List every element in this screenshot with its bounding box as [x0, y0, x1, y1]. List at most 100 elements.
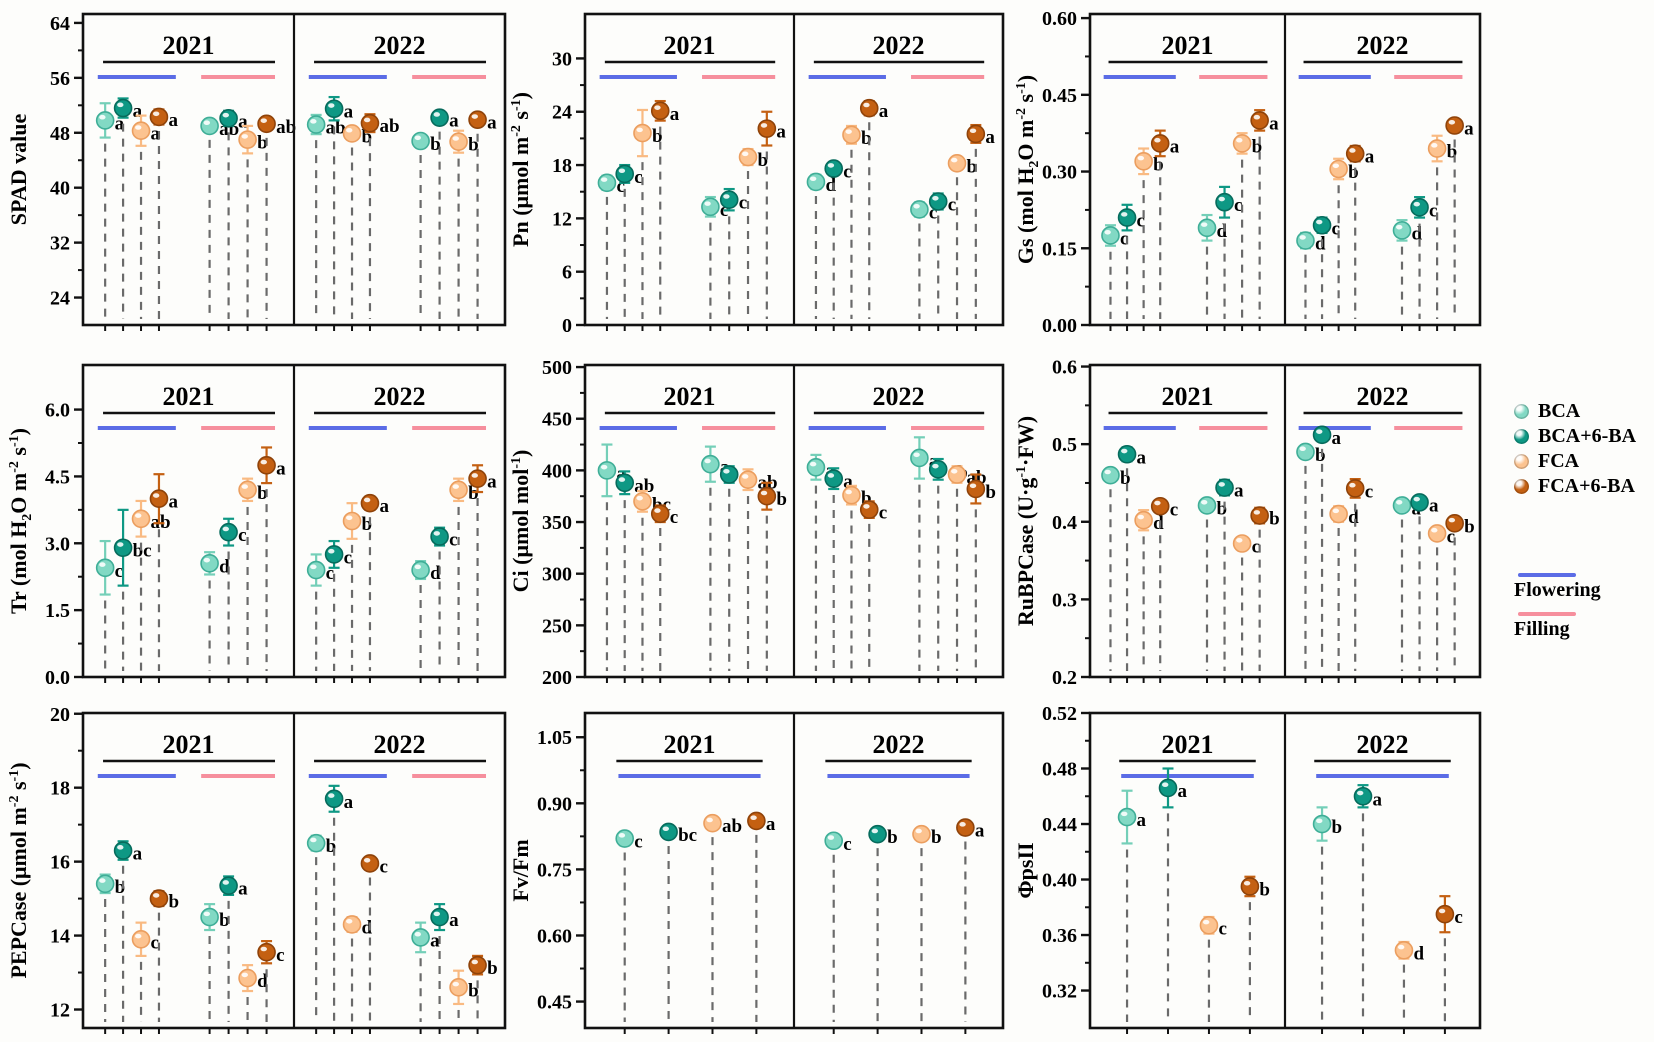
svg-text:b: b	[1348, 162, 1359, 183]
chart-tr: 0.0 1.5 3.0 4.5 6.0 Tr (mol H2O m-2 s-1) 2021 c…	[6, 363, 507, 689]
data-point-FCA+6-BA	[1345, 479, 1365, 498]
data-point-BCA	[1101, 465, 1120, 485]
data-point-FCA	[449, 480, 468, 500]
svg-text:c: c	[843, 162, 851, 183]
data-point-FCA+6-BA	[1445, 514, 1464, 533]
data-point-BCA+6-BA	[615, 473, 635, 493]
data-point-BCA+6-BA	[1117, 208, 1137, 227]
svg-text:b: b	[487, 958, 498, 979]
svg-text:ab: ab	[722, 816, 742, 837]
svg-text:16: 16	[50, 852, 70, 874]
data-point-FCA	[342, 124, 362, 143]
svg-text:b: b	[1315, 445, 1326, 466]
data-point-BCA+6-BA	[430, 907, 449, 927]
data-point-BCA+6-BA	[1215, 192, 1234, 212]
legend: BCA BCA+6-BA FCA FCA+6-BA Flowering Fill…	[1514, 399, 1654, 651]
svg-text:Tr (mol H2O m-2 s-1): Tr (mol H2O m-2 s-1)	[6, 428, 35, 614]
data-point-BCA+6-BA	[219, 876, 238, 895]
data-point-FCA	[1232, 134, 1252, 153]
data-point-BCA	[701, 454, 720, 474]
flowering-line-icon	[1518, 573, 1576, 577]
svg-text:3.0: 3.0	[45, 533, 70, 555]
data-point-FCA	[633, 492, 652, 511]
svg-text:a: a	[670, 104, 680, 125]
svg-text:a: a	[276, 458, 286, 479]
data-point-FCA	[703, 813, 722, 833]
data-point-BCA+6-BA	[824, 469, 844, 488]
svg-text:c: c	[379, 856, 387, 877]
svg-text:400: 400	[542, 460, 572, 482]
data-point-FCA	[342, 511, 362, 531]
svg-text:d: d	[362, 917, 373, 938]
svg-text:2022: 2022	[1357, 730, 1409, 759]
svg-text:30: 30	[552, 48, 572, 70]
legend-item-fca-6ba: FCA+6-BA	[1514, 474, 1654, 499]
svg-text:a: a	[1373, 789, 1383, 810]
svg-text:b: b	[758, 150, 769, 171]
svg-text:c: c	[1170, 499, 1178, 520]
data-point-BCA+6-BA	[430, 527, 449, 546]
svg-text:a: a	[1365, 147, 1375, 168]
svg-text:a: a	[879, 101, 889, 122]
data-point-BCA+6-BA	[1117, 444, 1137, 464]
svg-text:ΦpsII: ΦpsII	[1013, 842, 1038, 898]
svg-text:c: c	[948, 194, 956, 215]
svg-text:b: b	[362, 514, 373, 535]
data-point-BCA+6-BA	[719, 190, 739, 210]
svg-text:2021: 2021	[1162, 31, 1214, 60]
svg-text:a: a	[1429, 495, 1439, 516]
svg-text:ab: ab	[276, 117, 296, 138]
svg-text:0.0: 0.0	[45, 667, 70, 689]
data-point-FCA	[912, 824, 931, 844]
data-point-FCA	[1427, 524, 1447, 543]
svg-text:ab: ab	[326, 118, 346, 139]
data-point-FCA	[1199, 916, 1219, 935]
svg-text:c: c	[238, 525, 246, 546]
data-point-FCA	[1134, 152, 1153, 171]
data-point-FCA+6-BA	[149, 489, 169, 509]
svg-text:a: a	[1332, 428, 1342, 449]
svg-text:6: 6	[562, 262, 572, 284]
svg-text:2022: 2022	[374, 31, 426, 60]
data-point-FCA	[633, 123, 652, 143]
svg-text:40: 40	[50, 178, 70, 200]
svg-text:2021: 2021	[664, 730, 716, 759]
svg-text:0.75: 0.75	[537, 859, 572, 881]
svg-text:2021: 2021	[163, 31, 215, 60]
data-point-FCA+6-BA	[1240, 877, 1260, 896]
svg-text:350: 350	[542, 512, 572, 534]
svg-text:b: b	[1217, 498, 1228, 519]
data-point-FCA+6-BA	[650, 504, 670, 524]
svg-text:c: c	[1234, 195, 1242, 216]
svg-text:Ci (μmol mol-1): Ci (μmol mol-1)	[508, 450, 533, 593]
data-point-FCA+6-BA	[1250, 111, 1269, 130]
chart-phipsii: 0.32 0.36 0.40 0.44 0.48 0.52 ΦpsII 2021 a a c b 202…	[1013, 703, 1482, 1034]
panel-spad: 24 32 40 48 56 64 SPAD value 2021 a a a a ab a b ab 2022…	[0, 12, 519, 345]
svg-text:0.60: 0.60	[537, 925, 572, 947]
svg-text:a: a	[430, 930, 440, 951]
svg-text:a: a	[133, 844, 143, 865]
svg-text:c: c	[1120, 228, 1128, 249]
svg-text:a: a	[776, 122, 786, 143]
data-point-FCA	[238, 480, 257, 500]
data-point-FCA+6-BA	[650, 101, 670, 121]
data-point-FCA+6-BA	[257, 942, 276, 962]
data-point-BCA+6-BA	[824, 159, 844, 178]
data-point-BCA	[1296, 442, 1315, 462]
svg-text:b: b	[1464, 516, 1475, 537]
svg-text:0.15: 0.15	[1042, 238, 1077, 260]
svg-text:c: c	[1447, 526, 1455, 547]
data-point-BCA	[910, 200, 929, 219]
stage-flowering: Flowering	[1514, 573, 1654, 602]
data-point-FCA+6-BA	[859, 500, 879, 519]
svg-text:d: d	[1413, 943, 1424, 964]
svg-text:2021: 2021	[664, 382, 716, 411]
data-point-BCA+6-BA	[1410, 493, 1429, 512]
data-point-FCA+6-BA	[468, 110, 487, 130]
data-point-FCA	[342, 915, 362, 934]
svg-text:c: c	[449, 530, 457, 551]
svg-text:a: a	[115, 113, 125, 134]
